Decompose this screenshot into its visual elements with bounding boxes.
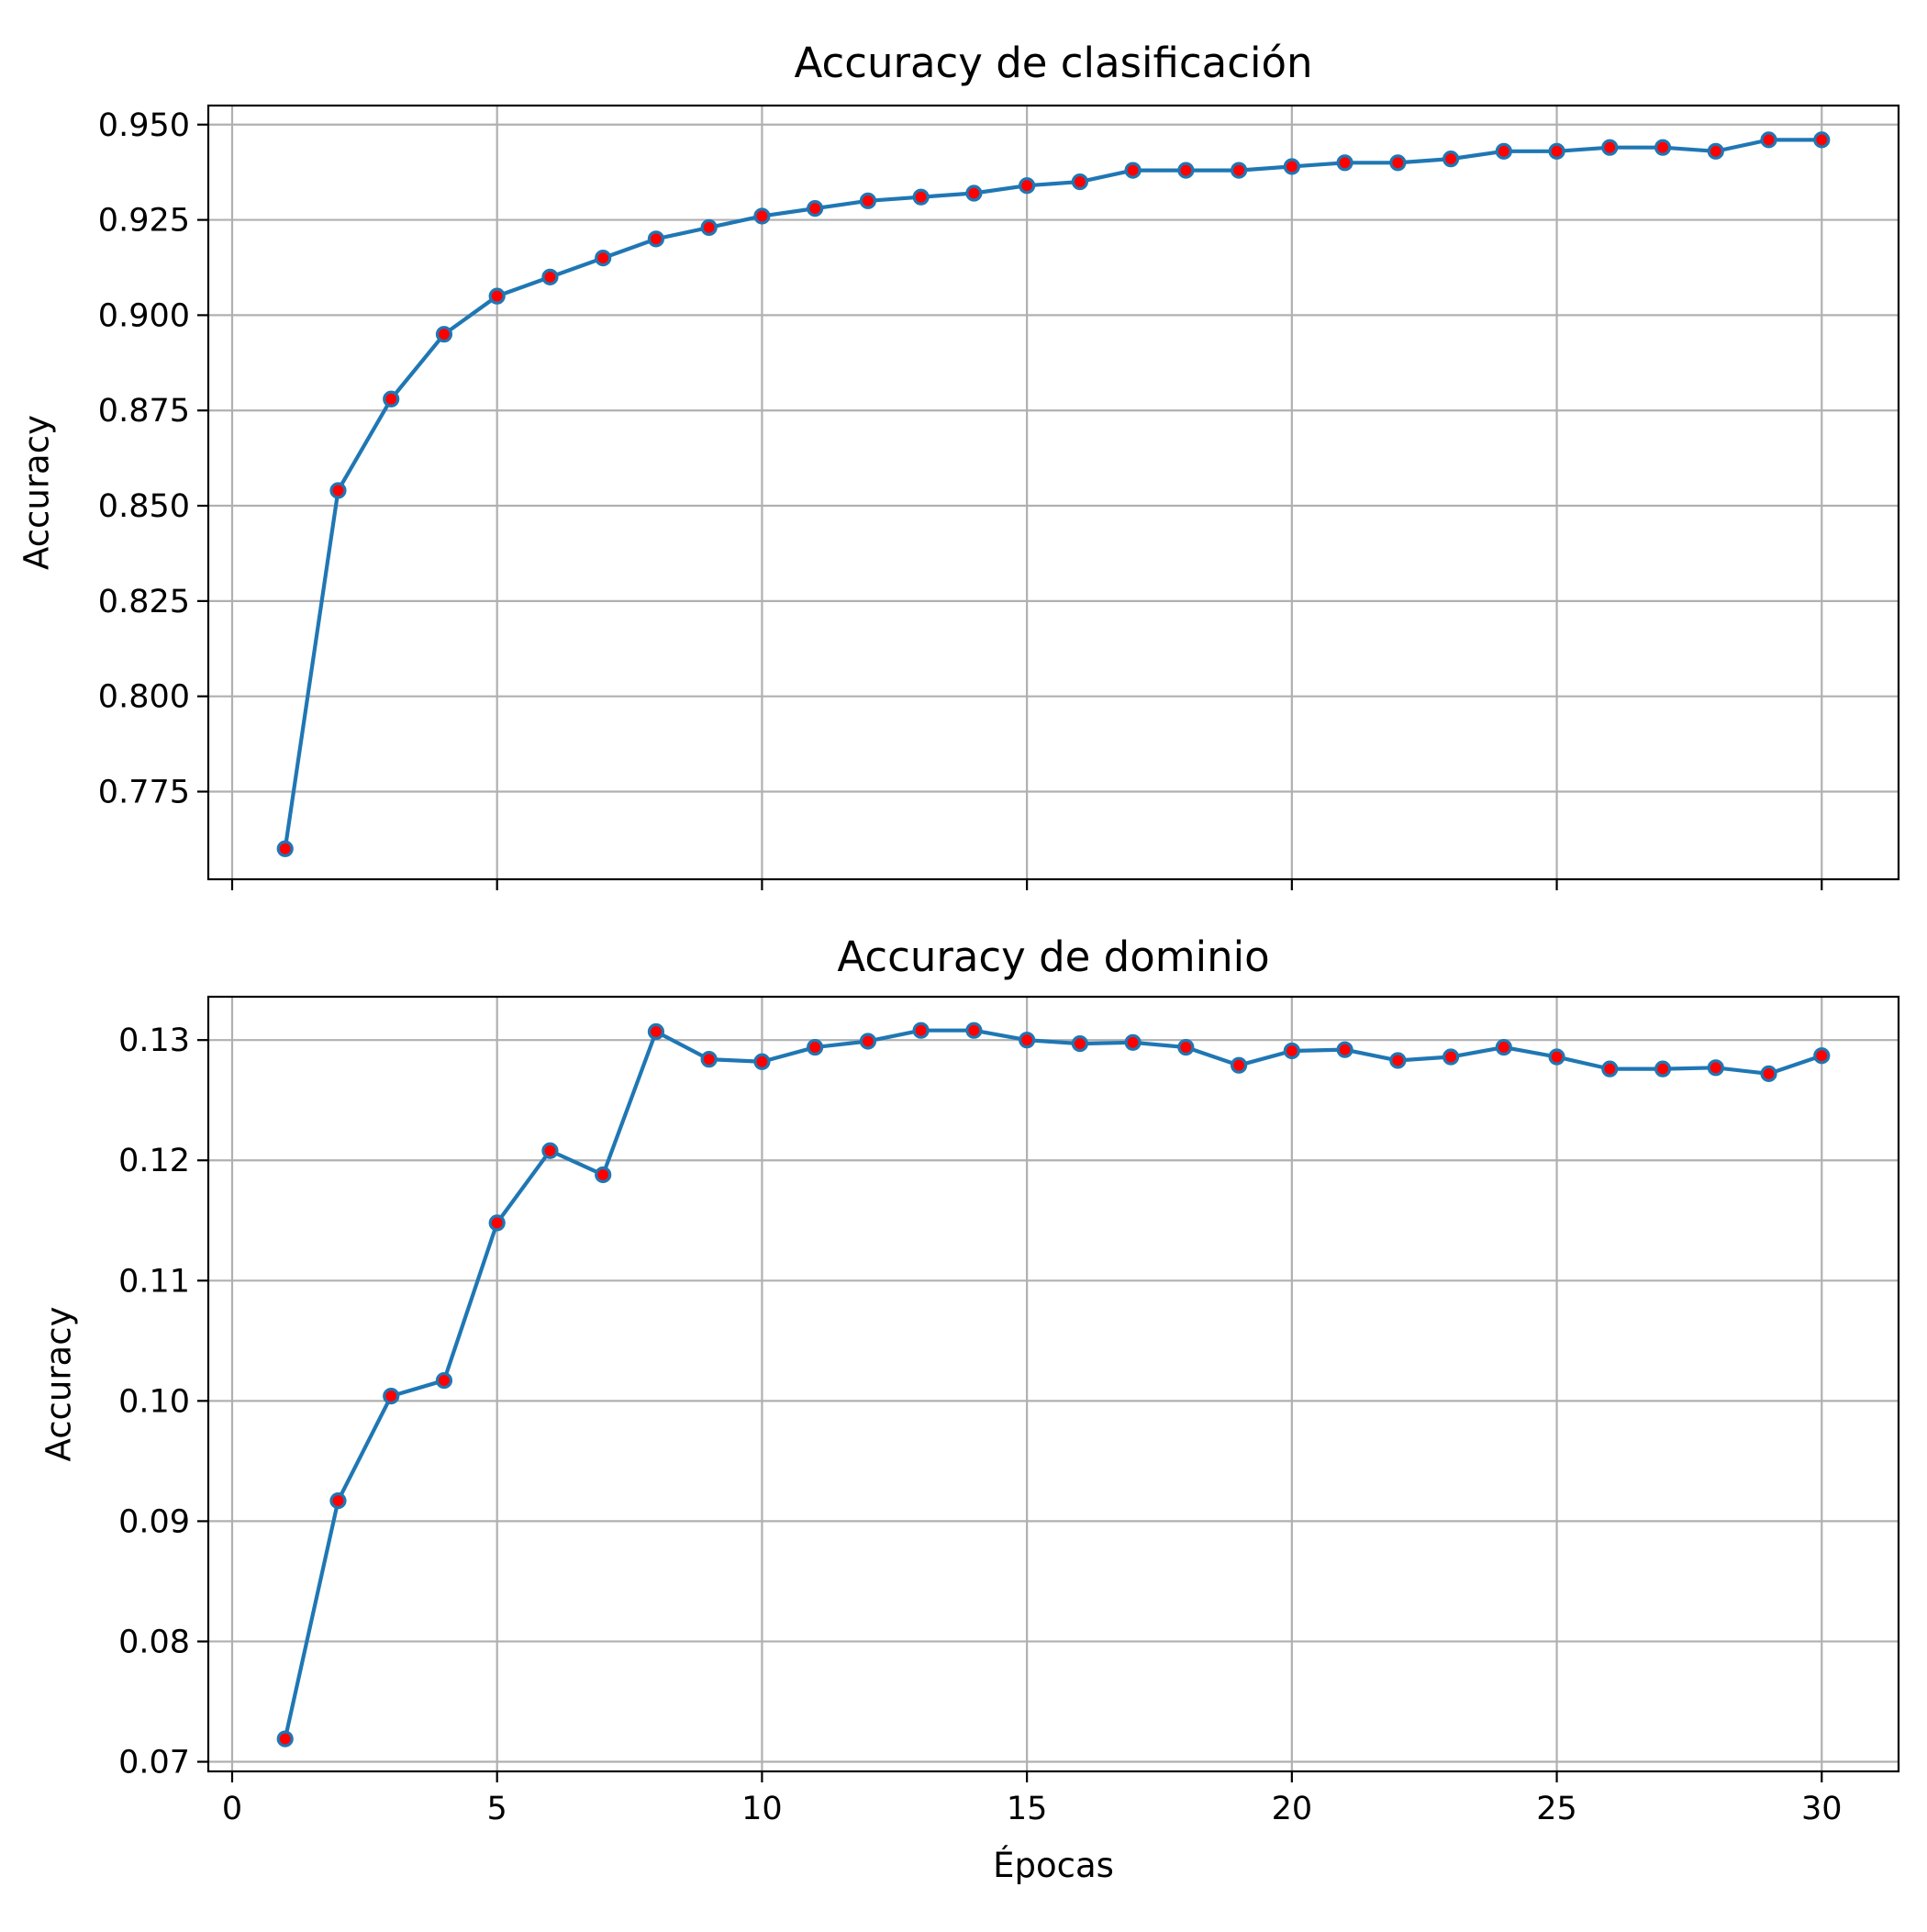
data-point <box>1601 1060 1619 1078</box>
y-tick-label: 0.12 <box>118 1143 190 1179</box>
data-point <box>1495 1038 1512 1056</box>
y-tick-label: 0.875 <box>98 393 190 430</box>
data-point <box>647 230 665 248</box>
x-tick-label: 5 <box>487 1791 507 1827</box>
axes-frame <box>206 104 1900 881</box>
y-tick-label: 0.775 <box>98 774 190 810</box>
data-point <box>435 326 453 343</box>
y-tick-label: 0.08 <box>118 1624 190 1660</box>
x-tick-label: 30 <box>1801 1791 1843 1827</box>
data-point <box>276 840 294 857</box>
data-point <box>1813 1047 1831 1065</box>
data-point <box>700 1051 718 1068</box>
y-tick-label: 0.850 <box>98 488 190 525</box>
data-point <box>753 1053 771 1070</box>
data-point <box>329 1492 347 1510</box>
data-point <box>1124 162 1142 179</box>
y-tick-label: 0.13 <box>118 1022 190 1059</box>
data-point <box>435 1371 453 1390</box>
data-point <box>1019 177 1036 195</box>
data-point <box>1707 142 1724 160</box>
data-point <box>912 188 930 206</box>
data-point <box>1601 139 1619 156</box>
data-point <box>276 1730 294 1748</box>
x-tick-label: 20 <box>1272 1791 1313 1827</box>
data-point <box>1177 1038 1195 1056</box>
y-axis-label: Accuracy <box>17 415 57 570</box>
y-tick-label: 0.10 <box>118 1383 190 1420</box>
axes-frame <box>206 995 1900 1773</box>
series-line <box>283 138 1822 850</box>
data-point <box>1654 139 1672 156</box>
data-point <box>1442 151 1460 168</box>
series-line <box>283 1028 1822 1740</box>
chart-title: Accuracy de clasificación <box>794 39 1312 87</box>
chart-panel-2: 0 5 10 15 20 25 30 0.07 0.08 0.09 0.10 0.11 0.12 0.13… <box>39 932 1900 1885</box>
data-point <box>1548 1048 1565 1066</box>
y-tick-label: 0.900 <box>98 297 190 334</box>
data-point <box>700 218 718 236</box>
data-point <box>1442 1048 1460 1066</box>
data-point <box>859 192 876 209</box>
data-point <box>965 184 983 202</box>
y-tick-label: 0.09 <box>118 1503 190 1540</box>
data-point <box>1389 154 1407 172</box>
data-point <box>859 1033 876 1050</box>
y-tick-label: 0.825 <box>98 584 190 620</box>
data-point <box>595 250 612 267</box>
data-point <box>329 482 347 499</box>
data-point <box>1124 1033 1142 1051</box>
data-point <box>753 207 771 225</box>
data-point <box>1071 173 1088 191</box>
y-axis-label: Accuracy <box>39 1307 79 1462</box>
data-point <box>383 390 400 408</box>
data-point <box>1760 1065 1777 1082</box>
data-point <box>1813 131 1831 149</box>
data-point <box>1071 1035 1088 1053</box>
x-tick-label: 25 <box>1536 1791 1577 1827</box>
x-tick-label: 15 <box>1007 1791 1048 1827</box>
data-point <box>1336 1041 1353 1058</box>
data-point <box>1283 158 1300 175</box>
data-point <box>1231 162 1248 179</box>
data-point <box>1707 1059 1724 1077</box>
data-point <box>488 287 506 305</box>
data-point <box>965 1022 983 1039</box>
data-point <box>807 1038 824 1056</box>
data-point <box>1177 162 1195 179</box>
data-point <box>541 1142 559 1159</box>
x-tick-label: 0 <box>222 1791 242 1827</box>
data-point <box>541 268 559 285</box>
y-tick-label: 0.800 <box>98 679 190 716</box>
y-tick-label: 0.925 <box>98 203 190 240</box>
data-point <box>1336 154 1353 172</box>
data-point <box>1548 142 1565 160</box>
data-point <box>383 1388 400 1405</box>
data-point <box>488 1214 506 1232</box>
data-point <box>912 1022 930 1039</box>
data-point <box>1760 131 1777 149</box>
x-axis-label: Épocas <box>993 1845 1114 1885</box>
y-tick-label: 0.950 <box>98 107 190 144</box>
chart-title: Accuracy de dominio <box>837 932 1269 981</box>
x-tick-label: 10 <box>741 1791 783 1827</box>
data-point <box>1231 1056 1248 1074</box>
data-point <box>595 1166 612 1184</box>
data-point <box>1389 1052 1407 1069</box>
data-point <box>1019 1032 1036 1049</box>
data-point <box>1654 1060 1672 1078</box>
y-tick-label: 0.11 <box>118 1263 190 1300</box>
data-point <box>647 1022 665 1041</box>
data-point <box>1495 142 1512 160</box>
chart-panel-1: 0.775 0.800 0.825 0.850 0.875 0.900 0.925 0.950… <box>17 39 1900 890</box>
data-point <box>807 200 824 218</box>
y-tick-label: 0.07 <box>118 1745 190 1781</box>
data-point <box>1283 1042 1300 1060</box>
